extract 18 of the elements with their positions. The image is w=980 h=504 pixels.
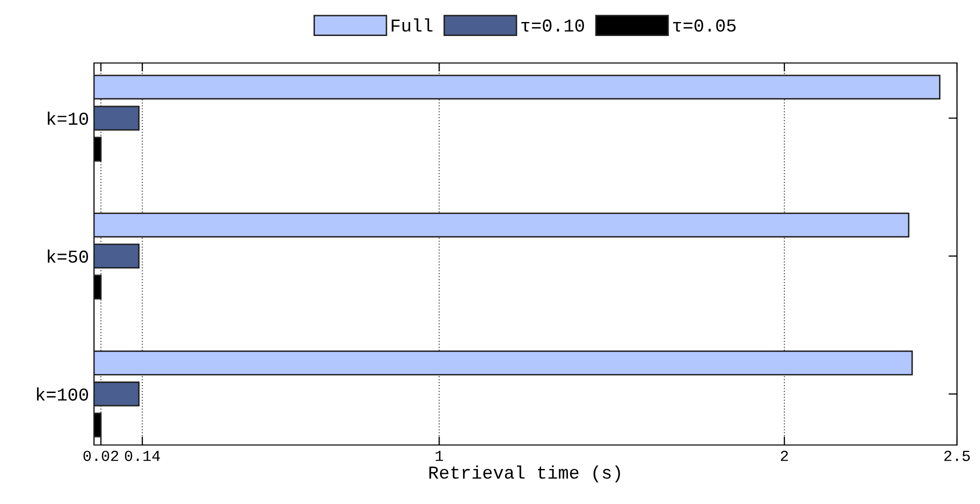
y-tick-label: k=50 xyxy=(48,250,88,263)
bar xyxy=(94,382,140,406)
x-tick-label: 0.02 xyxy=(83,450,118,462)
legend-label: τ=0.10 xyxy=(521,19,584,32)
x-axis-title: Retrieval time (s) xyxy=(429,465,620,482)
legend-label: Full xyxy=(392,18,432,32)
bar xyxy=(94,106,140,131)
bar xyxy=(94,350,913,376)
y-tick-label: k=10 xyxy=(48,112,88,125)
bar xyxy=(94,244,140,268)
x-tick-label: 2.5 xyxy=(944,450,970,462)
bar xyxy=(94,74,940,100)
x-tick-label: 1 xyxy=(436,450,444,461)
bar xyxy=(94,212,910,238)
x-tick-label: 0.14 xyxy=(124,450,160,462)
legend-label: τ=0.05 xyxy=(673,19,736,32)
y-tick-label: k=100 xyxy=(37,387,88,401)
x-tick-label: 2 xyxy=(780,450,788,461)
